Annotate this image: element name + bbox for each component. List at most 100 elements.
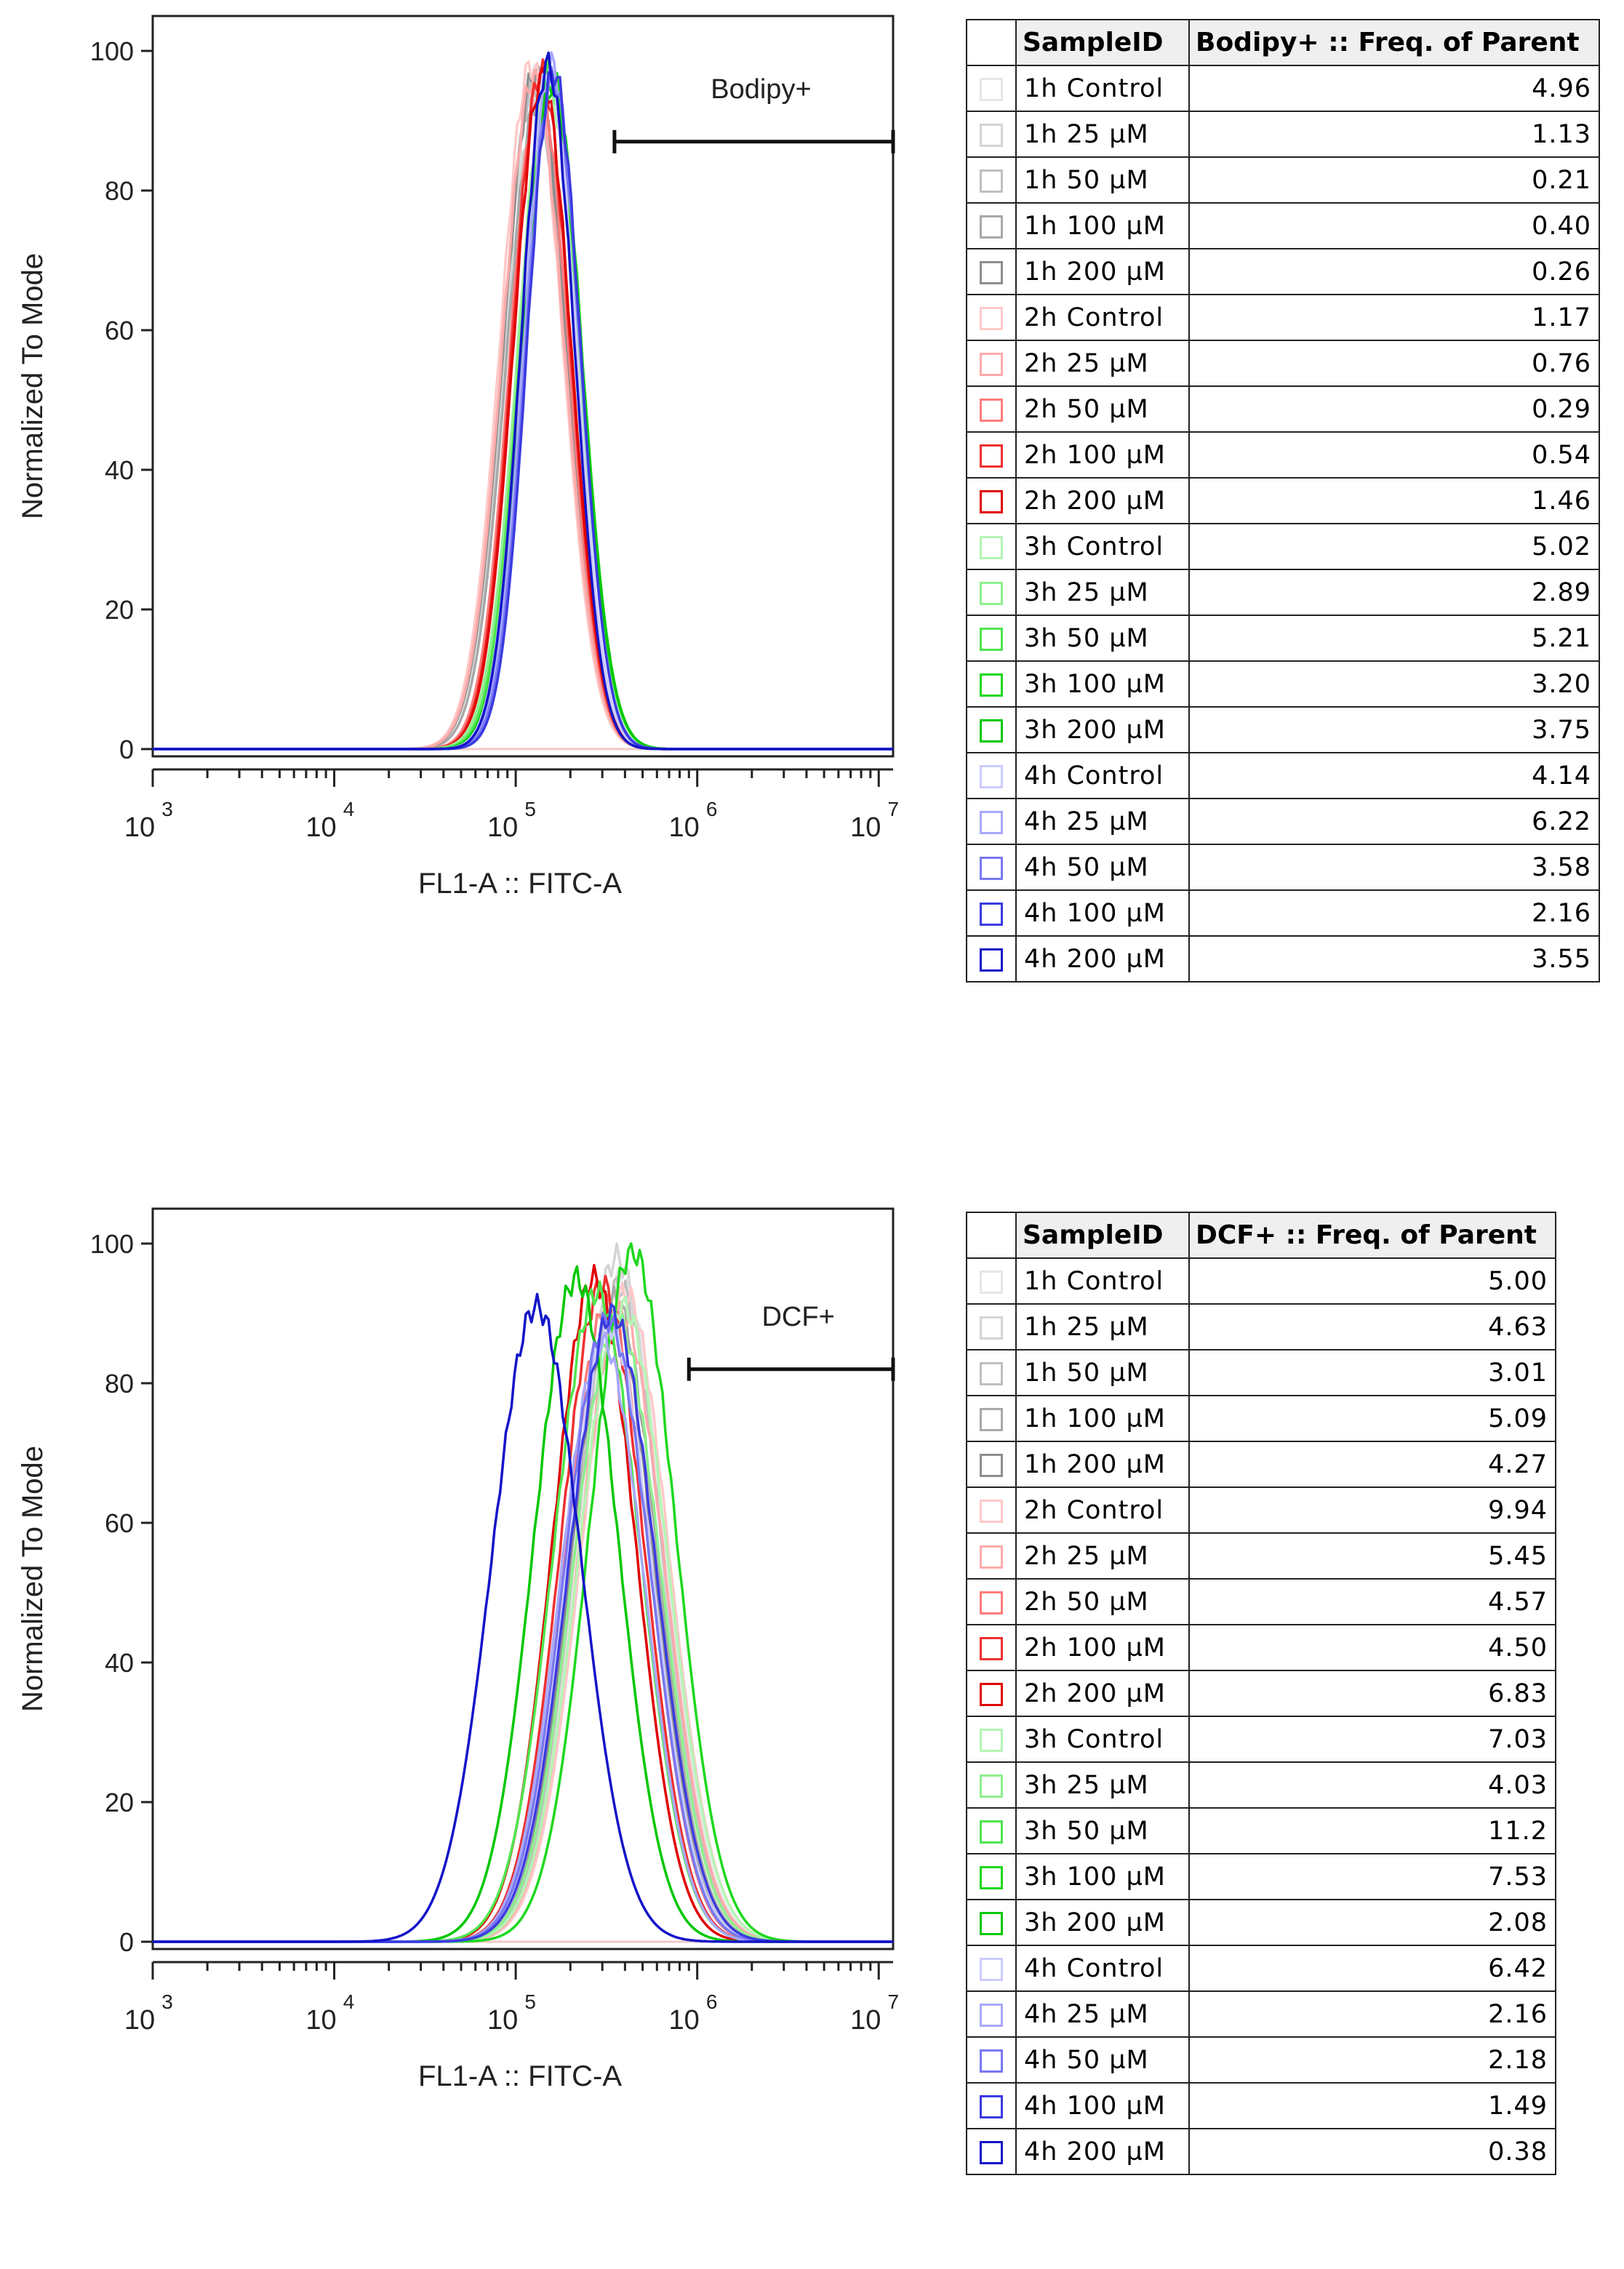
x-tick-label: 10 (850, 2005, 881, 2036)
table-row: 3h 100 µM 3.20 (966, 660, 1600, 708)
swatch-cell (966, 1807, 1017, 1854)
x-tick-exponent: 3 (161, 798, 173, 820)
y-tick-label: 80 (105, 176, 134, 206)
series-color-swatch (980, 123, 1003, 147)
header-freq-of-parent: DCF+ :: Freq. of Parent (1188, 1212, 1556, 1259)
y-tick-label: 20 (105, 1788, 134, 1817)
swatch-cell (966, 1441, 1017, 1488)
swatch-cell (966, 752, 1017, 799)
y-tick-label: 40 (105, 455, 134, 485)
x-tick-label: 10 (124, 2005, 155, 2036)
sample-id-cell: 2h 200 µM (1015, 1670, 1190, 1717)
table-row: 2h 25 µM 5.45 (966, 1532, 1556, 1580)
series-color-swatch (980, 1590, 1003, 1614)
table-row: 2h 200 µM 1.46 (966, 477, 1600, 524)
x-axis-label: FL1-A :: FITC-A (418, 2060, 622, 2092)
table-row: 4h Control 4.14 (966, 752, 1600, 799)
freq-value-cell: 5.21 (1188, 615, 1600, 662)
sample-id-cell: 4h 25 µM (1015, 798, 1190, 845)
sample-id-cell: 2h 50 µM (1015, 385, 1190, 433)
freq-value-cell: 4.96 (1188, 65, 1600, 112)
sample-id-cell: 1h 100 µM (1015, 202, 1190, 249)
x-tick-label: 10 (669, 2005, 700, 2036)
series-color-swatch (980, 719, 1003, 743)
swatch-cell (966, 569, 1017, 616)
table-row: 4h 50 µM 2.18 (966, 2036, 1556, 2084)
x-tick-label: 10 (487, 2005, 518, 2036)
sample-id-cell: 4h 200 µM (1015, 2128, 1190, 2175)
table-row: 1h 100 µM 5.09 (966, 1395, 1556, 1442)
sample-id-cell: 1h 200 µM (1015, 248, 1190, 295)
sample-id-cell: 4h 100 µM (1015, 889, 1190, 937)
x-tick-label: 10 (124, 812, 155, 843)
sample-id-cell: 1h 200 µM (1015, 1441, 1190, 1488)
plot-frame (151, 15, 895, 758)
table-row: 1h 50 µM 3.01 (966, 1349, 1556, 1396)
series-color-swatch (980, 352, 1003, 376)
swatch-cell (966, 935, 1017, 983)
freq-value-cell: 7.03 (1188, 1716, 1556, 1763)
x-tick-exponent: 7 (887, 798, 899, 820)
table-row: 4h 200 µM 3.55 (966, 935, 1600, 983)
x-tick-label: 10 (487, 812, 518, 843)
series-color-swatch (980, 2049, 1003, 2073)
swatch-cell (966, 340, 1017, 387)
freq-value-cell: 4.14 (1188, 752, 1600, 799)
bodipy-panel: 0 20 40 60 80 100 Normalized To Mode 10 3 10 4 10 5 1… (0, 0, 1624, 1076)
freq-value-cell: 0.76 (1188, 340, 1600, 387)
series-color-swatch (980, 489, 1003, 513)
table-row: 4h 50 µM 3.58 (966, 844, 1600, 891)
series-color-swatch (980, 1865, 1003, 1889)
swatch-cell (966, 1990, 1017, 2038)
sample-id-cell: 2h 25 µM (1015, 1532, 1190, 1580)
swatch-cell (966, 111, 1017, 158)
freq-value-cell: 4.57 (1188, 1578, 1556, 1625)
series-color-swatch (980, 444, 1003, 468)
swatch-cell (966, 477, 1017, 524)
series-color-swatch (980, 1361, 1003, 1385)
freq-value-cell: 2.16 (1188, 889, 1600, 937)
series-color-swatch (980, 1499, 1003, 1523)
freq-value-cell: 3.75 (1188, 706, 1600, 753)
swatch-cell (966, 615, 1017, 662)
swatch-cell (966, 1853, 1017, 1900)
sample-id-cell: 1h Control (1015, 65, 1190, 112)
y-tick-label: 60 (105, 1508, 134, 1538)
freq-value-cell: 5.45 (1188, 1532, 1556, 1580)
freq-value-cell: 9.94 (1188, 1486, 1556, 1534)
swatch-cell (966, 2082, 1017, 2129)
table-row: 3h 200 µM 3.75 (966, 706, 1600, 753)
sample-id-cell: 3h 100 µM (1015, 660, 1190, 708)
y-tick-label: 0 (119, 1927, 134, 1957)
sample-id-cell: 2h Control (1015, 294, 1190, 341)
swatch-cell (966, 1899, 1017, 1946)
swatch-cell (966, 1761, 1017, 1809)
freq-value-cell: 3.20 (1188, 660, 1600, 708)
series-color-swatch (980, 1453, 1003, 1477)
y-tick-label: 100 (90, 1229, 134, 1259)
swatch-cell (966, 1349, 1017, 1396)
y-axis-label: Normalized To Mode (17, 1446, 49, 1712)
y-tick-label: 40 (105, 1648, 134, 1678)
sample-id-cell: 2h 200 µM (1015, 477, 1190, 524)
sample-id-cell: 4h 50 µM (1015, 844, 1190, 891)
swatch-cell (966, 1716, 1017, 1763)
freq-value-cell: 2.16 (1188, 1990, 1556, 2038)
header-swatch-cell (966, 19, 1017, 66)
swatch-cell (966, 2036, 1017, 2084)
freq-value-cell: 5.09 (1188, 1395, 1556, 1442)
sample-id-cell: 1h 50 µM (1015, 156, 1190, 204)
table-row: 1h 200 µM 0.26 (966, 248, 1600, 295)
y-tick-label: 0 (119, 735, 134, 764)
swatch-cell (966, 706, 1017, 753)
swatch-cell (966, 1303, 1017, 1350)
freq-value-cell: 4.03 (1188, 1761, 1556, 1809)
table-row: 2h 50 µM 4.57 (966, 1578, 1556, 1625)
freq-value-cell: 3.55 (1188, 935, 1600, 983)
dcf-panel: 0 20 40 60 80 100 Normalized To Mode 10 3 10 4 10 5 1… (0, 1193, 1624, 2269)
sample-id-cell: 1h 50 µM (1015, 1349, 1190, 1396)
freq-value-cell: 1.46 (1188, 477, 1600, 524)
y-tick-label: 20 (105, 595, 134, 625)
freq-value-cell: 11.2 (1188, 1807, 1556, 1854)
